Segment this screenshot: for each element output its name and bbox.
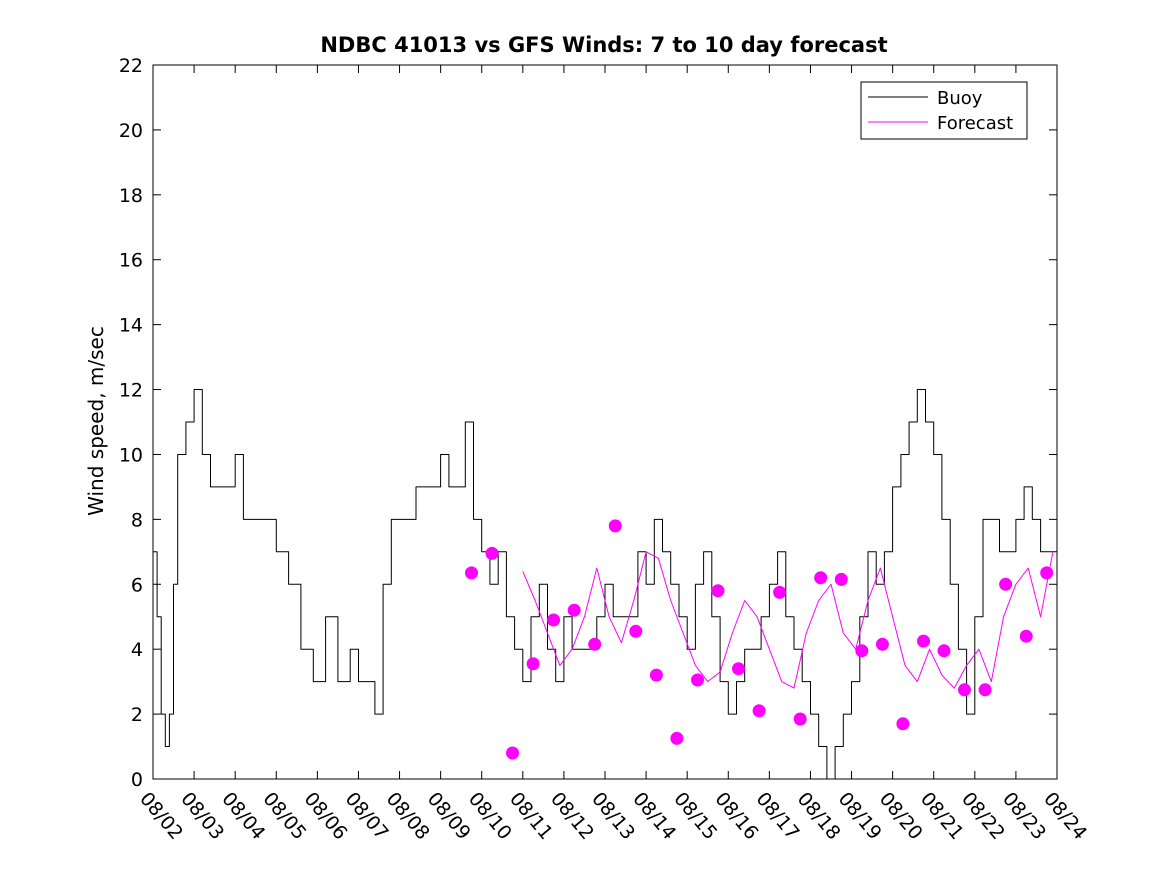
- y-tick-label: 14: [119, 315, 143, 337]
- plot-area: [153, 65, 1057, 779]
- y-tick-label: 18: [119, 185, 143, 207]
- y-tick-label: 8: [131, 509, 143, 531]
- y-tick-label: 22: [119, 55, 143, 77]
- forecast-marker: [917, 634, 930, 648]
- legend: Buoy Forecast: [860, 81, 1028, 140]
- forecast-marker: [711, 584, 725, 598]
- y-axis-label: Wind speed, m/sec: [84, 326, 108, 516]
- y-tick-label: 6: [131, 574, 143, 596]
- forecast-marker: [937, 644, 951, 658]
- y-tick-label: 2: [131, 704, 143, 726]
- legend-buoy-label: Buoy: [937, 88, 983, 109]
- forecast-marker: [834, 572, 848, 586]
- forecast-marker: [691, 673, 704, 687]
- series-layer: [153, 389, 1057, 780]
- forecast-marker: [732, 662, 745, 676]
- forecast-marker: [958, 683, 971, 697]
- y-tick-label: 4: [131, 639, 143, 661]
- forecast-marker: [608, 519, 622, 533]
- y-tick-label: 12: [119, 380, 143, 402]
- forecast-marker: [793, 712, 807, 726]
- forecast-marker: [670, 731, 684, 745]
- forecast-marker: [896, 717, 910, 731]
- y-axis: 0 2 4 6 8 10 12 14 16 18 20 22: [119, 55, 1057, 791]
- forecast-markers: [465, 519, 1054, 760]
- forecast-marker: [999, 577, 1013, 591]
- legend-box: [860, 81, 1028, 140]
- forecast-marker: [855, 644, 869, 658]
- series-line-buoy: [153, 389, 1057, 780]
- forecast-marker: [629, 624, 643, 638]
- y-tick-label: 0: [131, 769, 143, 791]
- forecast-marker: [588, 637, 602, 651]
- forecast-marker: [814, 571, 828, 585]
- forecast-marker: [978, 683, 992, 697]
- forecast-marker: [752, 704, 766, 718]
- forecast-marker: [567, 603, 581, 617]
- y-tick-label: 10: [119, 444, 143, 466]
- series-line-forecast: [522, 551, 1054, 689]
- y-tick-label: 16: [119, 250, 143, 272]
- forecast-marker: [485, 546, 499, 560]
- forecast-marker: [773, 585, 787, 599]
- forecast-marker: [526, 657, 540, 671]
- y-tick-label: 20: [119, 120, 143, 142]
- forecast-marker: [649, 668, 663, 682]
- plot-frame: [152, 64, 1058, 780]
- forecast-marker: [506, 746, 519, 760]
- forecast-marker: [547, 613, 561, 627]
- forecast-marker: [465, 566, 478, 580]
- legend-forecast-label: Forecast: [937, 113, 1013, 134]
- forecast-marker: [1040, 566, 1054, 580]
- chart-title: NDBC 41013 vs GFS Winds: 7 to 10 day for…: [320, 33, 887, 57]
- forecast-marker: [1019, 629, 1033, 643]
- forecast-marker: [875, 637, 889, 651]
